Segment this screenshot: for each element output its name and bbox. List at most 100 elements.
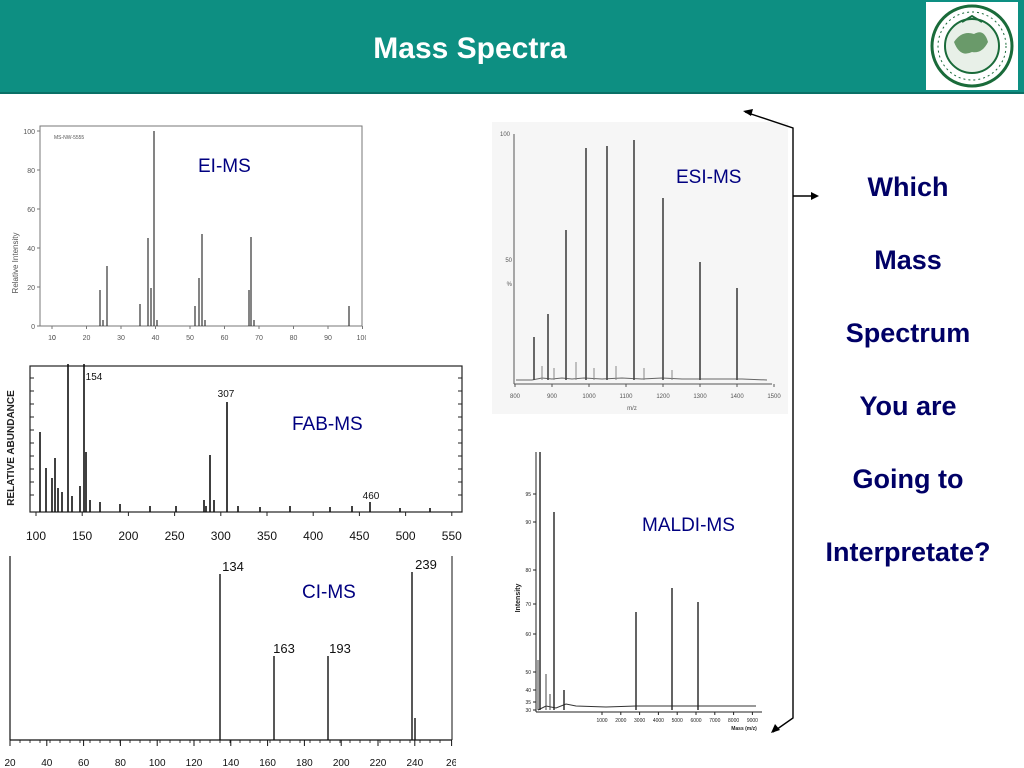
ei-xtick-label: 90 (324, 335, 332, 342)
ci-peak-label: 163 (273, 641, 295, 656)
maldi-xtick-label: 3000 (634, 718, 645, 724)
fab-ylabel: RELATIVE ABUNDANCE (6, 390, 17, 506)
ci-xtick-label: 200 (333, 758, 350, 768)
maldi-ytick-label: 30 (525, 708, 531, 714)
ei-xtick-label: 70 (255, 335, 263, 342)
question-line: Going to (852, 464, 964, 494)
maldi-baseline (537, 703, 756, 711)
fab-peak-label: 460 (363, 491, 380, 502)
maldi-ytick-label: 60 (525, 632, 531, 638)
fab-xtick-label: 550 (442, 529, 462, 543)
fab-xtick-label: 400 (303, 529, 323, 543)
ei-ytick-label: 0 (31, 324, 35, 331)
ei-ms-label: EI-MS (198, 156, 251, 178)
arrow-right-head (811, 192, 819, 200)
maldi-ylabel: Intensity (515, 584, 522, 613)
arrow-bottom-head (771, 724, 780, 733)
ei-plot-frame (39, 125, 363, 327)
fab-xtick-label: 250 (165, 529, 185, 543)
maldi-ytick-label: 35 (525, 700, 531, 706)
ci-xtick-label: 100 (149, 758, 166, 768)
esi-ytick-label: % (507, 282, 513, 288)
ei-xtick-label: 20 (83, 335, 91, 342)
question-line: Spectrum (845, 318, 971, 348)
ci-ms-label: CI-MS (302, 582, 356, 604)
ei-xtick-label: 30 (117, 335, 125, 342)
ci-xtick-label: 60 (78, 758, 90, 768)
fab-ms-spectrum: RELATIVE ABUNDANCE 100 150 200 250 300 350 400… (0, 360, 474, 550)
esi-baseline (516, 377, 768, 381)
maldi-xlabel: Mass (m/z) (731, 726, 757, 732)
ci-peak-label: 239 (415, 557, 437, 572)
esi-xtick-label: 1300 (693, 394, 707, 400)
slide-title: Mass Spectra (373, 32, 567, 65)
ei-xtick-label: 10 (48, 335, 56, 342)
ci-xtick-label: 20 (4, 758, 16, 768)
ei-xtick-label: 100 (357, 335, 366, 342)
maldi-ytick-label: 70 (525, 602, 531, 608)
maldi-xtick-label: 4000 (653, 718, 664, 724)
fab-xtick-label: 350 (257, 529, 277, 543)
fab-xtick-label: 150 (72, 529, 92, 543)
ci-xtick-label: 180 (296, 758, 313, 768)
maldi-xtick-label: 2000 (615, 718, 626, 724)
maldi-xtick-label: 7000 (709, 718, 720, 724)
maldi-ytick-label: 90 (525, 520, 531, 526)
ci-xtick-label: 120 (186, 758, 203, 768)
ci-xtick-label: 140 (222, 758, 239, 768)
question-line: You are (859, 391, 957, 421)
esi-xtick-label: 1100 (620, 394, 634, 400)
ci-xtick-label: 220 (370, 758, 387, 768)
question-line: Which (867, 172, 949, 202)
ei-corner-text: MS-NW-5555 (54, 135, 84, 141)
maldi-xtick-label: 6000 (690, 718, 701, 724)
fab-xtick-label: 300 (211, 529, 231, 543)
question-text: Which Mass Spectrum You are Going to Int… (796, 168, 1020, 606)
fab-plot-frame (29, 365, 463, 513)
ei-ytick-label: 60 (27, 207, 35, 214)
ei-ytick-label: 80 (27, 168, 35, 175)
ei-xtick-label: 50 (186, 335, 194, 342)
ei-xtick-label: 80 (290, 335, 298, 342)
esi-xtick-label: 900 (547, 394, 558, 400)
ei-ylabel: Relative Intensity (11, 233, 20, 294)
maldi-ms-spectrum: Intensity 95 90 80 70 60 50 40 35 30 1000 2000 3000… (506, 448, 768, 734)
maldi-ytick-label: 95 (525, 492, 531, 498)
ei-xtick-label: 0 (52, 335, 56, 342)
header-bar: Mass Spectra (0, 0, 1024, 94)
maldi-xtick-label: 1000 (596, 718, 607, 724)
bracket-line (744, 111, 794, 733)
ei-ytick-label: 20 (27, 285, 35, 292)
esi-xtick-label: 1000 (582, 394, 596, 400)
ci-xtick-label: 80 (115, 758, 127, 768)
institute-logo (926, 2, 1018, 90)
fab-xtick-label: 100 (26, 529, 46, 543)
fab-ms-label: FAB-MS (292, 414, 363, 436)
fab-xtick-label: 500 (396, 529, 416, 543)
maldi-xtick-label: 8000 (728, 718, 739, 724)
ci-xtick-label: 40 (41, 758, 53, 768)
esi-ytick-label: 50 (505, 258, 512, 264)
esi-xtick-label: 800 (510, 394, 521, 400)
esi-xtick-label: 1500 (767, 394, 781, 400)
esi-ms-label: ESI-MS (676, 167, 742, 189)
ci-xtick-label: 160 (259, 758, 276, 768)
esi-xtick-label: 1200 (656, 394, 670, 400)
fab-xtick-label: 200 (118, 529, 138, 543)
maldi-ms-label: MALDI-MS (642, 515, 735, 537)
maldi-xtick-label: 5000 (672, 718, 683, 724)
ci-xtick-label: 26 (446, 758, 456, 768)
ei-ytick-label: 40 (27, 246, 35, 253)
fab-peak-label: 307 (218, 389, 235, 400)
maldi-ytick-label: 80 (525, 568, 531, 574)
fab-peak-label: 154 (86, 372, 103, 383)
fab-xtick-label: 450 (349, 529, 369, 543)
esi-xlabel: m/z (627, 406, 637, 412)
ei-xtick-label: 60 (221, 335, 229, 342)
arrow-top-head (743, 109, 753, 116)
question-line: Mass (874, 245, 942, 275)
maldi-xtick-label: 9000 (747, 718, 758, 724)
ei-xtick-label: 40 (152, 335, 160, 342)
ci-xtick-label: 240 (406, 758, 423, 768)
ei-ytick-label: 100 (23, 129, 35, 136)
